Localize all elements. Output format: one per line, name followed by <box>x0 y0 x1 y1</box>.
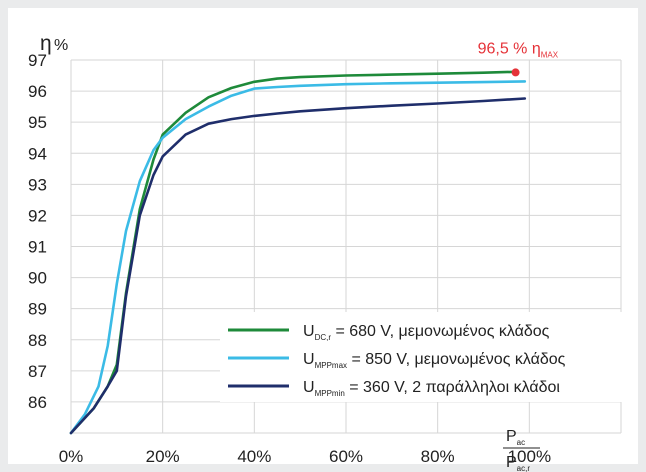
y-tick-label: 97 <box>28 51 47 70</box>
x-ratio-denominator: Pac,r <box>506 454 530 472</box>
y-tick-label: 93 <box>28 175 47 194</box>
series-lines <box>69 70 527 435</box>
legend: UDC,r = 680 V, μεμονωμένος κλάδος UMPPma… <box>220 312 625 402</box>
y-tick-label: 92 <box>28 206 47 225</box>
max-efficiency-label: 96,5 % ηMAX <box>478 40 559 59</box>
y-tick-labels: 97 96 95 94 93 92 91 90 89 88 87 86 <box>28 51 47 412</box>
x-ratio-numerator: Pac <box>506 428 525 447</box>
y-tick-label: 91 <box>28 238 47 257</box>
y-tick-label: 90 <box>28 269 47 288</box>
legend-label-umppmax: UMPPmax = 850 V, μεμονωμένος κλάδος <box>303 351 566 370</box>
max-efficiency-point <box>511 68 520 77</box>
y-tick-label: 87 <box>28 362 47 381</box>
x-tick-label: 20% <box>146 447 180 466</box>
y-tick-label: 86 <box>28 393 47 412</box>
series-line-umppmax <box>69 80 527 435</box>
y-tick-label: 95 <box>28 113 47 132</box>
x-tick-label: 80% <box>421 447 455 466</box>
series-line-umppmin <box>69 97 527 435</box>
legend-label-udc: UDC,r = 680 V, μεμονωμένος κλάδος <box>303 323 550 342</box>
y-tick-label: 89 <box>28 300 47 319</box>
y-axis-unit: % <box>54 37 68 54</box>
x-tick-labels: 0% 20% 40% 60% 80% 100% <box>59 447 551 466</box>
x-axis-ratio-label: Pac Pac,r <box>503 428 540 472</box>
y-tick-label: 94 <box>28 144 47 163</box>
y-tick-label: 96 <box>28 82 47 101</box>
y-axis-symbol: η <box>40 32 52 55</box>
x-tick-label: 60% <box>329 447 363 466</box>
legend-label-umppmin: UMPPmin = 360 V, 2 παράλληλοι κλάδοι <box>303 379 560 398</box>
x-tick-label: 40% <box>237 447 271 466</box>
y-tick-label: 88 <box>28 331 47 350</box>
x-tick-label: 0% <box>59 447 84 466</box>
x-tick-label: 100% <box>508 447 551 466</box>
